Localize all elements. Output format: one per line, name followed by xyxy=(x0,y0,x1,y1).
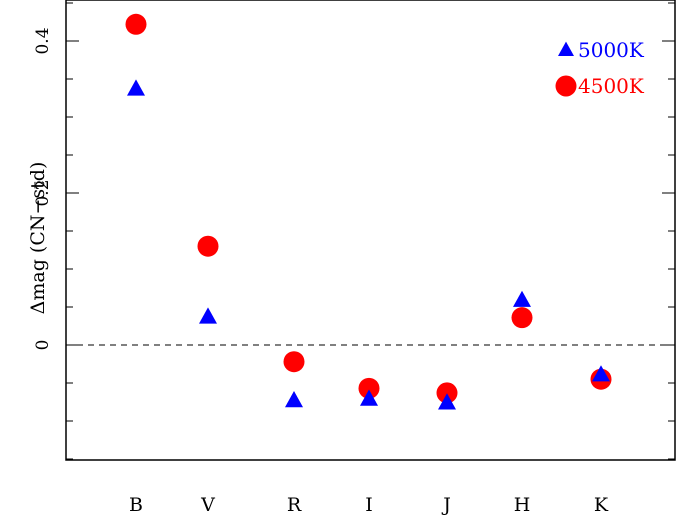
y-tick-label: 0.2 xyxy=(33,179,53,206)
legend: 5000K 4500K xyxy=(555,38,645,98)
point-4500k xyxy=(511,307,533,329)
point-4500k xyxy=(283,351,305,373)
point-5000k xyxy=(285,391,303,408)
x-tick-label: K xyxy=(594,494,609,516)
x-tick-label: B xyxy=(129,494,143,516)
point-5000k xyxy=(513,290,531,307)
y-tick-label: 0.4 xyxy=(33,27,53,54)
y-tick-label: 0 xyxy=(33,340,53,351)
data-marks xyxy=(125,13,612,410)
point-5000k xyxy=(438,393,456,410)
point-5000k xyxy=(592,365,610,382)
y-axis-label: Δmag (CN−std) xyxy=(27,162,49,315)
x-tick-label: R xyxy=(287,494,302,516)
legend-label: 5000K xyxy=(578,38,645,62)
point-4500k xyxy=(358,377,380,399)
x-tick-label: J xyxy=(441,494,451,516)
point-4500k xyxy=(436,382,458,404)
point-5000k xyxy=(360,389,378,406)
legend-marker-triangle xyxy=(558,41,574,56)
point-4500k xyxy=(197,235,219,257)
x-tick-label: I xyxy=(365,494,373,516)
legend-label: 4500K xyxy=(578,74,645,98)
x-tick-label: H xyxy=(514,494,531,516)
legend-marker-circle xyxy=(555,75,577,97)
point-5000k xyxy=(127,79,145,96)
plot-frame xyxy=(65,0,676,461)
point-4500k xyxy=(125,13,147,35)
point-5000k xyxy=(199,307,217,324)
x-tick-label: V xyxy=(200,494,215,516)
y-ticks: 0 0.2 0.4 xyxy=(33,2,675,460)
